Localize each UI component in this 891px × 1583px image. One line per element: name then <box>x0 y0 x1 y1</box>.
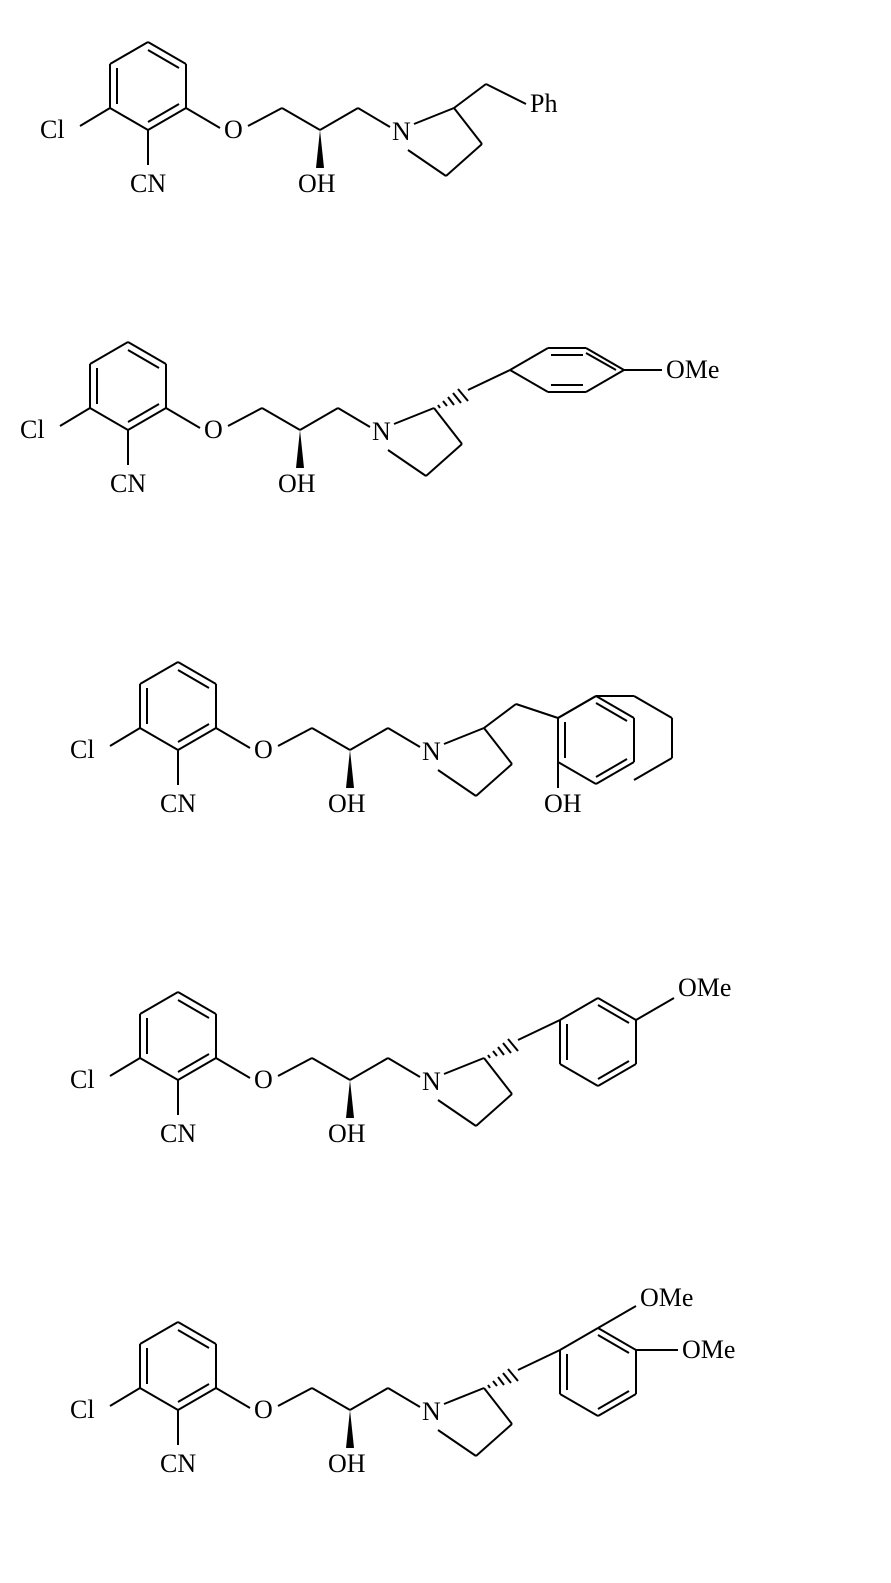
label-cn: CN <box>160 1119 196 1148</box>
label-n: N <box>392 117 411 146</box>
label-oh: OH <box>298 169 336 198</box>
structure-3: Cl CN O OH N OH <box>70 662 672 818</box>
chemical-structures-svg: Cl CN O OH N Ph Cl CN O OH N <box>0 0 891 1583</box>
label-n: N <box>422 1397 441 1426</box>
structure-2: Cl CN O OH N OMe <box>20 342 719 498</box>
label-cn: CN <box>110 469 146 498</box>
label-cl: Cl <box>70 735 95 764</box>
label-oh-ar: OH <box>544 789 582 818</box>
label-cn: CN <box>160 1449 196 1478</box>
label-ome-1: OMe <box>640 1283 693 1312</box>
structure-5: Cl CN O OH N OMe OMe <box>70 1283 735 1478</box>
label-n: N <box>372 417 391 446</box>
label-o-ether: O <box>204 415 223 444</box>
chemical-structure-page: Cl CN O OH N Ph Cl CN O OH N <box>0 0 891 1583</box>
label-ome-2: OMe <box>682 1335 735 1364</box>
label-oh: OH <box>278 469 316 498</box>
label-n: N <box>422 737 441 766</box>
label-oh: OH <box>328 789 366 818</box>
label-cl: Cl <box>70 1065 95 1094</box>
label-n: N <box>422 1067 441 1096</box>
label-oh: OH <box>328 1119 366 1148</box>
structure-4: Cl CN O OH N OMe <box>70 973 731 1148</box>
label-ome: OMe <box>666 355 719 384</box>
label-oh: OH <box>328 1449 366 1478</box>
label-o-ether: O <box>254 735 273 764</box>
label-o-ether: O <box>254 1065 273 1094</box>
label-ph: Ph <box>530 89 557 118</box>
label-o-ether: O <box>224 115 243 144</box>
label-cl: Cl <box>70 1395 95 1424</box>
label-cl: Cl <box>40 115 65 144</box>
label-ome: OMe <box>678 973 731 1002</box>
label-cl: Cl <box>20 415 45 444</box>
label-cn: CN <box>130 169 166 198</box>
label-o-ether: O <box>254 1395 273 1424</box>
label-cn: CN <box>160 789 196 818</box>
structure-1: Cl CN O OH N Ph <box>40 42 557 198</box>
